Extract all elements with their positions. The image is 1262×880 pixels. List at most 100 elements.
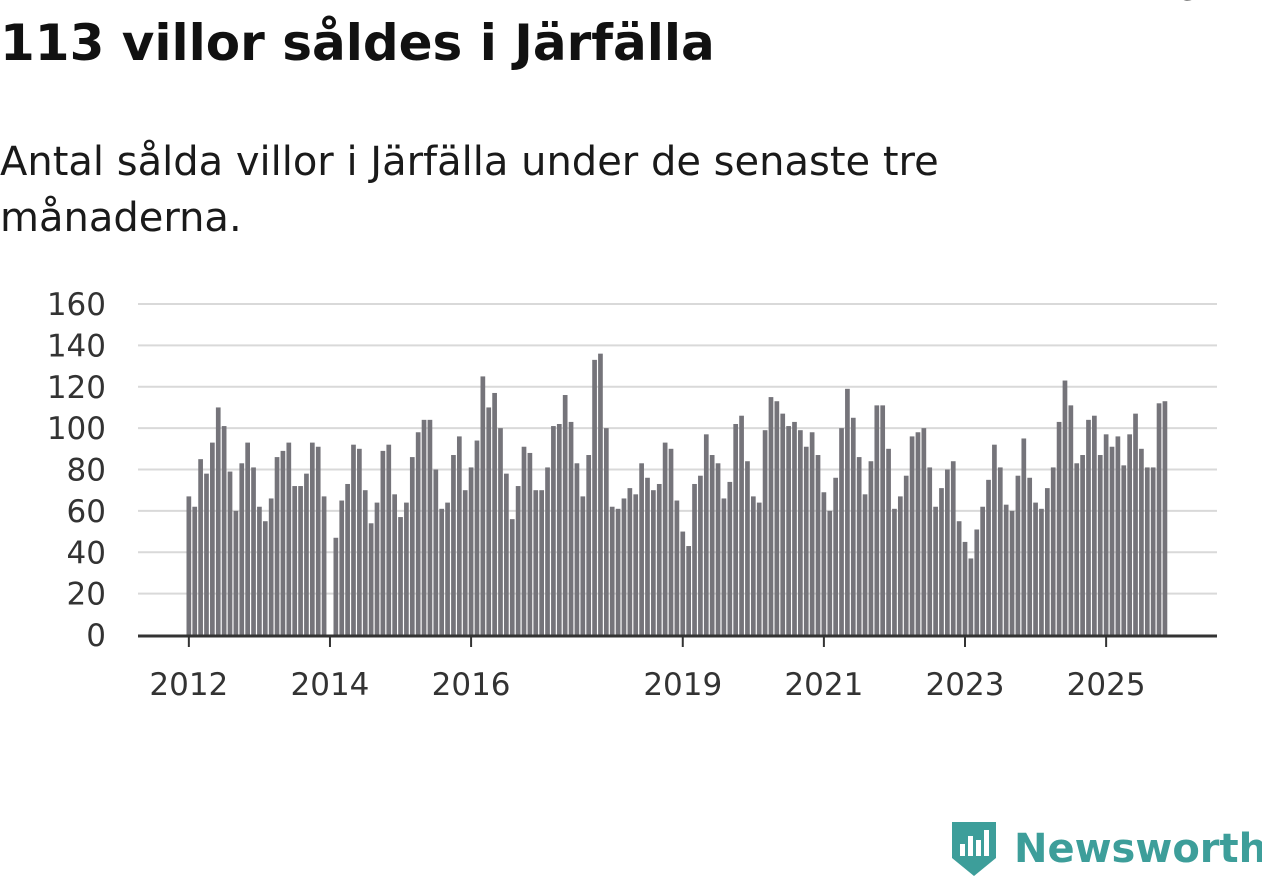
bar: [568, 421, 574, 635]
bar: [239, 463, 245, 635]
bar: [298, 486, 303, 635]
bar: [580, 496, 586, 635]
bar: [603, 428, 609, 636]
bar: [645, 477, 650, 635]
bar: [850, 417, 856, 635]
bar: [474, 440, 480, 635]
bar: [886, 448, 891, 635]
bar: [662, 442, 668, 635]
bar: [968, 558, 974, 635]
bar: [280, 450, 286, 635]
bar: [521, 446, 527, 635]
bar: [1074, 463, 1080, 635]
bar: [304, 473, 309, 635]
bar: [498, 428, 503, 636]
brand-name: Newsworthy: [1014, 826, 1262, 872]
bar: [351, 444, 356, 635]
bar: [821, 492, 827, 635]
bar: [727, 481, 733, 635]
bar: [462, 490, 468, 635]
bar: [721, 498, 727, 635]
bar: [733, 423, 739, 635]
bar: [339, 500, 345, 635]
bar: [227, 471, 233, 635]
bar: [451, 455, 456, 635]
bar: [774, 401, 780, 635]
bar: [262, 521, 268, 635]
bar: [833, 477, 838, 635]
bar: [862, 494, 868, 635]
bar: [504, 473, 509, 635]
y-tick-label: 160: [47, 287, 106, 323]
bar: [321, 496, 327, 635]
bar: [368, 523, 374, 635]
bar: [715, 463, 721, 635]
bar: [750, 496, 756, 635]
bar: [533, 490, 539, 635]
bar: [1103, 434, 1109, 635]
bar: [674, 500, 680, 635]
bar: [1086, 419, 1091, 635]
y-tick-label: 80: [67, 453, 106, 489]
bar: [768, 397, 774, 635]
bar: [909, 436, 915, 635]
x-axis-ticks: 2012 2014 2016 2019 2021 2023 2025: [138, 634, 1217, 703]
bar: [780, 413, 786, 635]
bar: [1109, 446, 1115, 635]
bar: [1121, 465, 1127, 635]
bar: [945, 469, 950, 635]
bar: [1144, 467, 1150, 635]
bar: [1009, 510, 1015, 636]
y-tick-label: 40: [67, 535, 106, 571]
bar: [233, 510, 239, 636]
bar: [1115, 436, 1121, 635]
bar: [1033, 502, 1038, 635]
bar: [980, 506, 985, 635]
bar: [380, 450, 386, 635]
bar: [868, 461, 874, 635]
bar: [809, 432, 815, 635]
x-tick-label: 2021: [784, 667, 863, 703]
bar: [221, 426, 227, 635]
bar: [621, 498, 627, 635]
bar: [415, 432, 421, 635]
chart-subtitle: Antal sålda villor i Järfälla under de s…: [0, 139, 939, 241]
bar: [186, 496, 192, 635]
chart-title: 113 villor såldes i Järfälla: [0, 14, 715, 72]
bar: [1139, 448, 1144, 635]
bar: [257, 506, 262, 635]
bar: [856, 457, 862, 635]
data-labels: 113: [1141, 0, 1198, 8]
bar: [933, 506, 938, 635]
bar: [374, 502, 380, 635]
y-tick-label: 60: [67, 494, 106, 530]
bar: [527, 452, 533, 635]
bar: [315, 446, 321, 635]
bar: [398, 517, 403, 635]
bar: [392, 494, 397, 635]
bar: [956, 521, 962, 635]
bar: [362, 490, 368, 635]
bar: [245, 442, 250, 635]
bar: [192, 506, 198, 635]
bar: [268, 498, 274, 635]
bar: [786, 426, 791, 635]
bar: [421, 419, 427, 635]
bar: [198, 459, 203, 635]
bar: [309, 442, 315, 635]
bar: [1062, 380, 1068, 635]
bar: [251, 467, 256, 635]
x-tick-label: 2025: [1067, 667, 1146, 703]
bar: [627, 488, 633, 635]
bar: [480, 376, 486, 635]
bar: [792, 421, 797, 635]
bar: [615, 508, 621, 635]
bar: [456, 436, 462, 635]
bar: [1056, 421, 1062, 635]
newsworthy-logo-icon: [952, 822, 996, 876]
bar: [950, 461, 956, 635]
bar: [680, 531, 686, 635]
bar: [609, 506, 615, 635]
y-tick-label: 100: [47, 411, 106, 447]
bar: [651, 490, 656, 635]
